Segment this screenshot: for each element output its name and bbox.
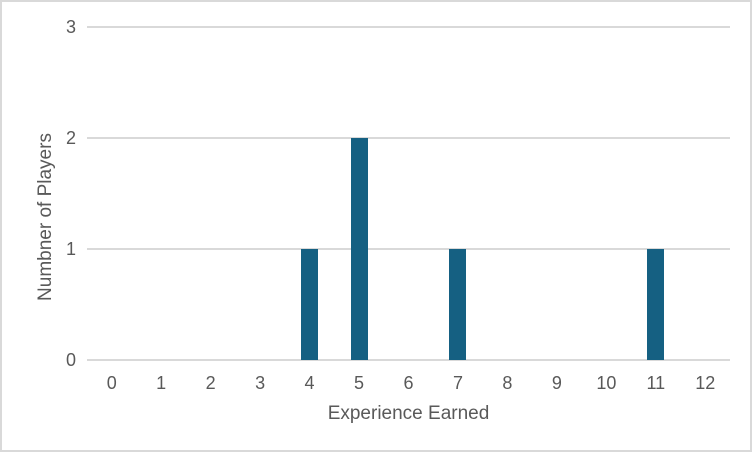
x-tick-label-9: 9	[551, 373, 562, 393]
x-axis-title-container: Experience Earned	[87, 403, 730, 425]
x-tick-label-3: 3	[255, 373, 266, 393]
x-tick-label-11: 11	[646, 373, 666, 393]
x-axis-title: Experience Earned	[327, 403, 490, 424]
x-tick-label-2: 2	[205, 373, 216, 393]
x-tick-label-7: 7	[452, 373, 463, 393]
bar-x11	[647, 249, 665, 360]
x-tick-label-8: 8	[502, 373, 513, 393]
y-tick-label-3: 3	[65, 17, 76, 37]
y-axis-title: Numbner of Players	[35, 133, 56, 301]
x-tick-label-10: 10	[596, 373, 617, 393]
gridline-y-3	[87, 26, 730, 28]
x-tick-label-1: 1	[156, 373, 167, 393]
x-tick-label-12: 12	[695, 373, 716, 393]
gridline-y-0	[87, 359, 730, 361]
bar-x4	[301, 249, 319, 360]
bar-x7	[449, 249, 467, 360]
x-tick-label-4: 4	[304, 373, 315, 393]
y-tick-label-1: 1	[65, 239, 76, 259]
y-tick-label-0: 0	[65, 350, 76, 370]
y-tick-label-2: 2	[65, 128, 76, 148]
gridline-y-2	[87, 137, 730, 139]
bar-x5	[350, 138, 368, 360]
x-tick-label-0: 0	[106, 373, 117, 393]
x-tick-label-6: 6	[403, 373, 414, 393]
x-tick-label-5: 5	[354, 373, 365, 393]
gridline-y-1	[87, 248, 730, 250]
